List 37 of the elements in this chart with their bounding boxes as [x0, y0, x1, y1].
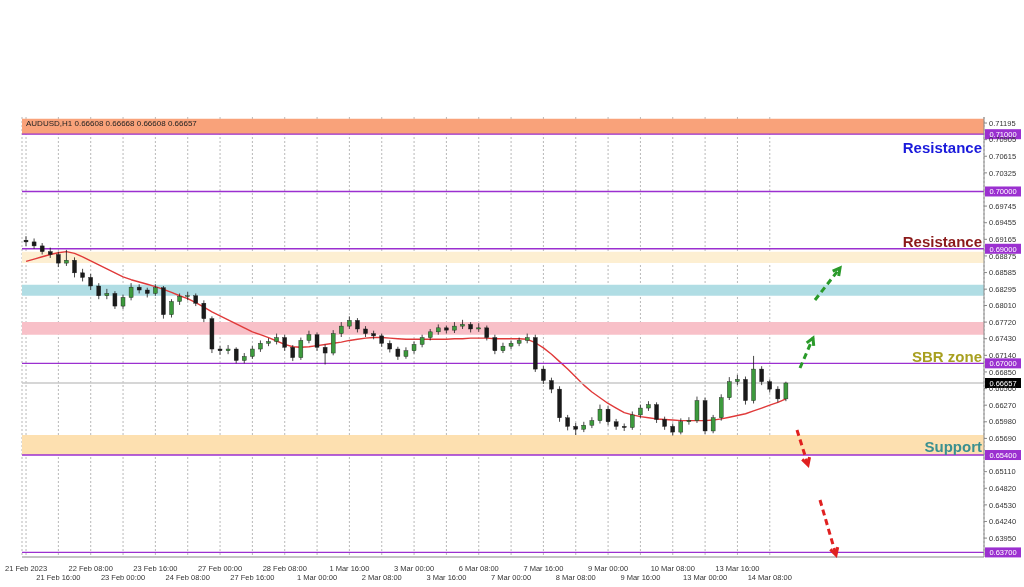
candlestick — [759, 365, 764, 386]
candlestick — [516, 337, 522, 347]
candlestick — [743, 376, 748, 405]
candlestick — [322, 344, 328, 365]
candlestick — [217, 345, 223, 356]
candlestick — [727, 376, 732, 401]
candlestick — [654, 401, 659, 424]
candlestick — [201, 299, 207, 323]
candlestick — [597, 404, 603, 424]
candlestick — [589, 416, 595, 429]
candlestick — [330, 329, 336, 356]
annotation: Support — [924, 438, 982, 455]
candlestick — [31, 238, 37, 250]
candlestick — [72, 256, 77, 278]
candlestick — [306, 330, 312, 344]
candlestick — [630, 411, 635, 431]
candlestick — [508, 340, 514, 350]
candlestick — [492, 334, 498, 355]
candlestick — [500, 342, 506, 354]
annotation: AUDUSD,H1 0.66608 0.66668 0.66608 0.66657 — [26, 119, 197, 128]
candlestick — [613, 418, 619, 431]
candlestick — [225, 344, 231, 355]
candlestick — [169, 298, 174, 318]
annotation: Resistance — [902, 139, 982, 156]
candlestick — [686, 416, 692, 426]
candlestick — [64, 249, 69, 267]
candlestick — [710, 414, 716, 434]
candlestick — [719, 393, 724, 422]
candlestick — [23, 235, 29, 247]
candlestick — [298, 337, 304, 361]
candlestick — [314, 332, 320, 352]
candlestick — [411, 341, 417, 355]
annotation: SBR zone — [911, 348, 982, 365]
annotation: Resistance — [902, 233, 982, 250]
candlestick — [605, 405, 611, 426]
candlestick — [694, 396, 700, 424]
candlestick — [403, 346, 409, 360]
